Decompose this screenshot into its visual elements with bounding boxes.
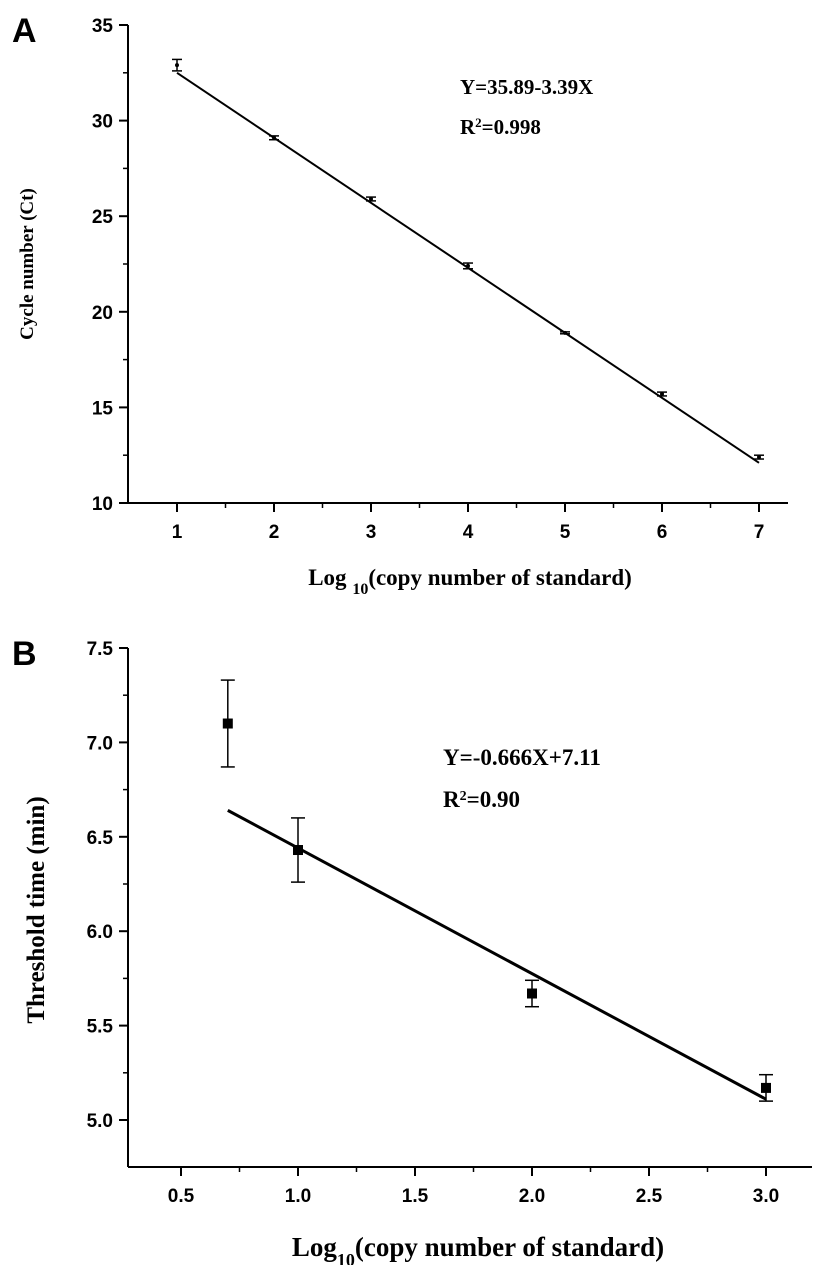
- b-x-tick-label: 0.5: [168, 1186, 195, 1207]
- a-data-point: [175, 63, 179, 68]
- b-x-axis-title-base: Log: [292, 1232, 338, 1262]
- b-y-axis-title: Threshold time (min): [23, 796, 50, 1023]
- a-r-squared-base: R: [460, 115, 476, 139]
- a-y-tick-label: 25: [92, 207, 114, 228]
- a-x-tick-label: 7: [754, 522, 765, 543]
- a-data-point: [466, 263, 470, 268]
- a-y-tick-label: 20: [92, 303, 113, 324]
- a-x-tick-label: 6: [657, 522, 668, 543]
- b-y-tick-label: 5.0: [87, 1111, 113, 1132]
- b-r-squared-value: =0.90: [467, 787, 520, 812]
- a-y-tick-label: 35: [92, 16, 114, 37]
- b-x-tick-label: 2.5: [636, 1186, 663, 1207]
- a-x-tick-label: 4: [463, 522, 474, 543]
- a-y-tick-label: 15: [92, 398, 114, 419]
- b-equation: Y=-0.666X+7.11: [443, 745, 601, 770]
- a-x-tick-label: 5: [560, 522, 571, 543]
- b-y-tick-label: 7.0: [87, 733, 113, 754]
- a-y-axis-title: Cycle number (Ct): [17, 188, 38, 340]
- a-data-point: [563, 330, 567, 335]
- a-x-axis-title-base: Log: [308, 565, 352, 590]
- b-data-point: [293, 845, 303, 856]
- b-r-squared: R2=0.90: [443, 787, 520, 812]
- a-x-axis-title: Log 10(copy number of standard): [308, 565, 632, 598]
- panel-a-letter: A: [12, 12, 37, 50]
- b-x-tick-label: 1.5: [402, 1186, 429, 1207]
- b-x-tick-label: 2.0: [519, 1186, 545, 1207]
- b-data-point: [527, 988, 537, 999]
- b-data-point: [222, 718, 233, 729]
- b-data-point: [761, 1082, 771, 1093]
- a-r-squared-sup: 2: [475, 115, 482, 130]
- a-r-squared-value: =0.998: [482, 115, 541, 139]
- b-x-axis-title: Log10(copy number of standard): [292, 1232, 664, 1265]
- a-x-axis-title-suffix: (copy number of standard): [368, 565, 631, 590]
- b-x-axis-title-suffix: (copy number of standard): [355, 1232, 664, 1262]
- b-x-tick-label: 3.0: [753, 1186, 779, 1207]
- a-data-point: [660, 392, 664, 397]
- a-x-axis-title-sub: 10: [352, 581, 368, 598]
- b-r-squared-sup: 2: [460, 789, 467, 804]
- a-data-point: [757, 455, 761, 460]
- b-y-tick-label: 6.0: [87, 922, 113, 943]
- a-r-squared: R2=0.998: [460, 115, 541, 140]
- a-data-point: [272, 135, 276, 140]
- b-y-tick-label: 5.5: [87, 1017, 114, 1038]
- a-equation: Y=35.89-3.39X: [460, 75, 593, 99]
- a-x-tick-label: 1: [172, 522, 183, 543]
- a-y-tick-label: 10: [92, 494, 113, 515]
- a-x-tick-label: 2: [269, 522, 280, 543]
- b-r-squared-base: R: [443, 787, 460, 812]
- a-y-tick-label: 30: [92, 112, 113, 133]
- panel-b: B 5.0 5.5 6.0 6.5 7.0 7.5 0.5 1.0 1.5 2.0 2.5 3.0 Y=…: [12, 635, 812, 1265]
- a-x-tick-label: 3: [366, 522, 377, 543]
- b-y-tick-label: 6.5: [87, 828, 114, 849]
- b-fit-line: [227, 809, 767, 1101]
- b-x-axis-title-sub: 10: [337, 1250, 355, 1265]
- a-data-point: [369, 196, 373, 201]
- b-y-tick-label: 7.5: [87, 639, 114, 660]
- panel-b-letter: B: [12, 635, 37, 673]
- b-x-tick-label: 1.0: [285, 1186, 311, 1207]
